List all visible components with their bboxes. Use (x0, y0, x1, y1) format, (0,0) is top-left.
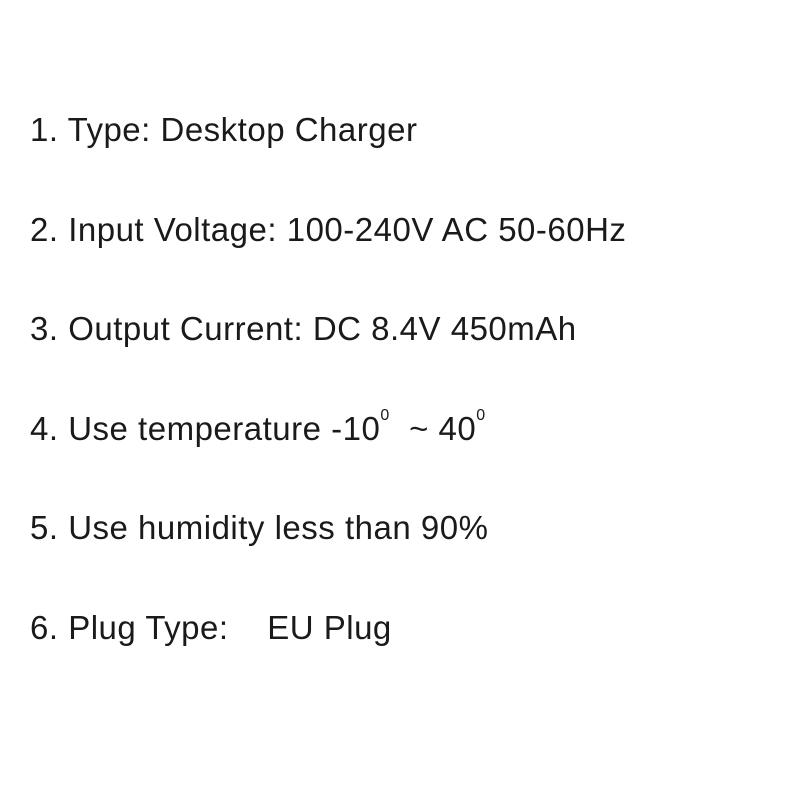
spec-label: Output Current: (68, 310, 303, 347)
spec-num: 3. (30, 310, 59, 347)
spec-label: Input Voltage: (68, 211, 277, 248)
spec-item-use-humidity: 5. Use humidity less than 90% (30, 508, 770, 548)
spec-label: Use humidity less than (68, 509, 411, 546)
spec-value: Desktop Charger (161, 111, 418, 148)
spec-num: 6. (30, 609, 59, 646)
spec-value: DC 8.4V 450mAh (313, 310, 577, 347)
spec-item-output-current: 3. Output Current: DC 8.4V 450mAh (30, 309, 770, 349)
spec-num: 1. (30, 111, 59, 148)
spec-num: 4. (30, 410, 59, 447)
spec-label: Type: (68, 111, 151, 148)
spec-num: 2. (30, 211, 59, 248)
spec-item-use-temperature: 4. Use temperature -100 ~ 400 (30, 409, 770, 449)
spec-value: EU Plug (238, 609, 392, 646)
spec-value-mid: ~ 40 (390, 410, 476, 447)
spec-label: Use temperature (68, 410, 321, 447)
spec-item-plug-type: 6. Plug Type: EU Plug (30, 608, 770, 648)
spec-label: Plug Type: (68, 609, 228, 646)
spec-item-input-voltage: 2. Input Voltage: 100-240V AC 50-60Hz (30, 210, 770, 250)
degree-icon: 0 (380, 407, 389, 424)
spec-value: 90% (421, 509, 489, 546)
spec-num: 5. (30, 509, 59, 546)
spec-list: 1. Type: Desktop Charger 2. Input Voltag… (30, 110, 770, 648)
spec-item-type: 1. Type: Desktop Charger (30, 110, 770, 150)
degree-icon: 0 (476, 407, 485, 424)
spec-value-prefix: -10 (331, 410, 380, 447)
spec-value: 100-240V AC 50-60Hz (287, 211, 627, 248)
